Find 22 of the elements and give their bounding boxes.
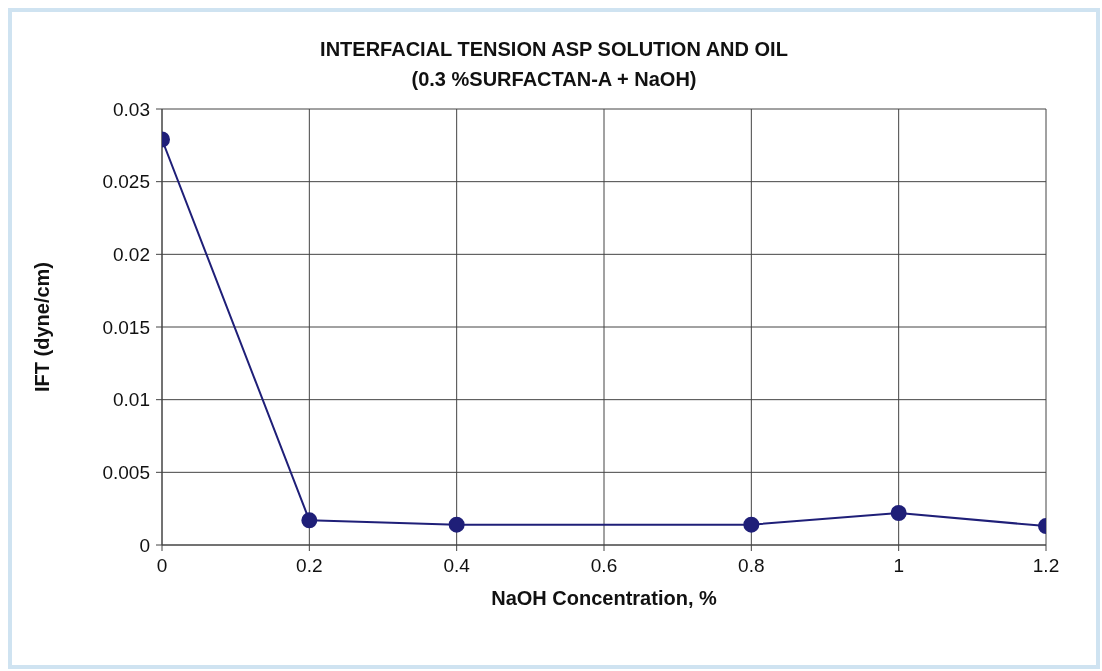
x-tick-label: 0.2 [296,555,323,577]
y-tick-label: 0.015 [102,316,150,338]
point [743,516,760,533]
x-axis-title: NaOH Concentration, % [491,587,717,609]
y-tick-label: 0.005 [102,462,150,484]
y-tick-label: 0.01 [113,389,150,411]
point [890,505,907,522]
x-tick-label: 0.6 [590,555,618,577]
y-axis-title: IFT (dyne/cm) [31,261,54,393]
chart-subtitle: (0.3 %SURFACTAN-A + NaOH) [410,67,698,92]
y-tick-label: 0.02 [113,244,150,266]
x-tick-label: 1.2 [1032,555,1060,577]
point [448,516,465,533]
chart-title: INTERFACIAL TENSION ASP SOLUTION AND OIL [319,37,789,62]
point [301,512,318,529]
x-tick-label: 1 [893,555,904,577]
x-tick-label: 0.8 [738,555,765,577]
x-tick-label: 0.4 [443,555,471,577]
x-tick-label: 0 [156,555,168,577]
y-tick-label: 0.03 [113,98,150,120]
y-tick-label: 0 [139,534,150,556]
y-tick-label: 0.025 [102,171,150,193]
